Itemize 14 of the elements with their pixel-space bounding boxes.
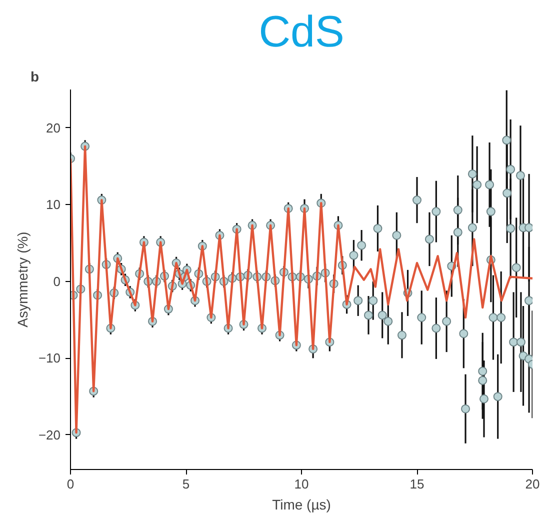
- x-axis-title: Time (µs): [272, 496, 331, 512]
- x-tick-label: 20: [525, 476, 540, 492]
- text: b: [30, 68, 40, 84]
- y-tick-label: −20: [38, 427, 61, 442]
- y-tick-label: 0: [53, 274, 61, 289]
- x-tick-label: 10: [294, 476, 309, 492]
- y-tick-label: 10: [46, 197, 61, 212]
- chart-title: CdS: [258, 8, 344, 56]
- x-tick-label: 5: [182, 476, 190, 492]
- y-axis-title: Asymmetry (%): [14, 232, 30, 328]
- y-tick-label: −10: [38, 350, 61, 366]
- x-tick-label: 15: [410, 476, 424, 492]
- y-tick-label: 20: [46, 120, 61, 136]
- x-tick-label: 0: [66, 476, 74, 492]
